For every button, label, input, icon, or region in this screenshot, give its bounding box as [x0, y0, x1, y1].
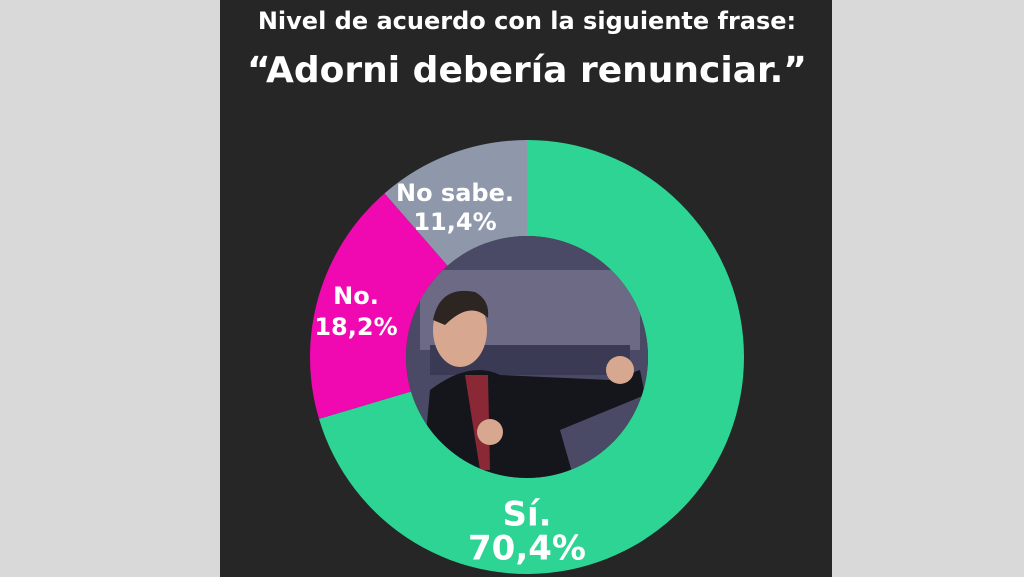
slice-value-label: 18,2%	[314, 313, 397, 341]
slice-category: No.	[333, 282, 379, 310]
donut-slice	[310, 193, 448, 419]
donut-slice	[319, 140, 744, 574]
slice-value-label: 70,4%	[468, 529, 586, 569]
photo	[406, 236, 648, 478]
chart-subtitle: “Adorni debería renunciar.”	[247, 50, 807, 91]
slice-value-label: 11,4%	[413, 208, 496, 236]
donut-slice	[384, 140, 527, 266]
slice-category: Sí.	[502, 495, 551, 535]
chart-title: Nivel de acuerdo con la siguiente frase:	[258, 7, 796, 35]
slice-category: No sabe.	[396, 179, 514, 207]
donut	[310, 140, 744, 574]
